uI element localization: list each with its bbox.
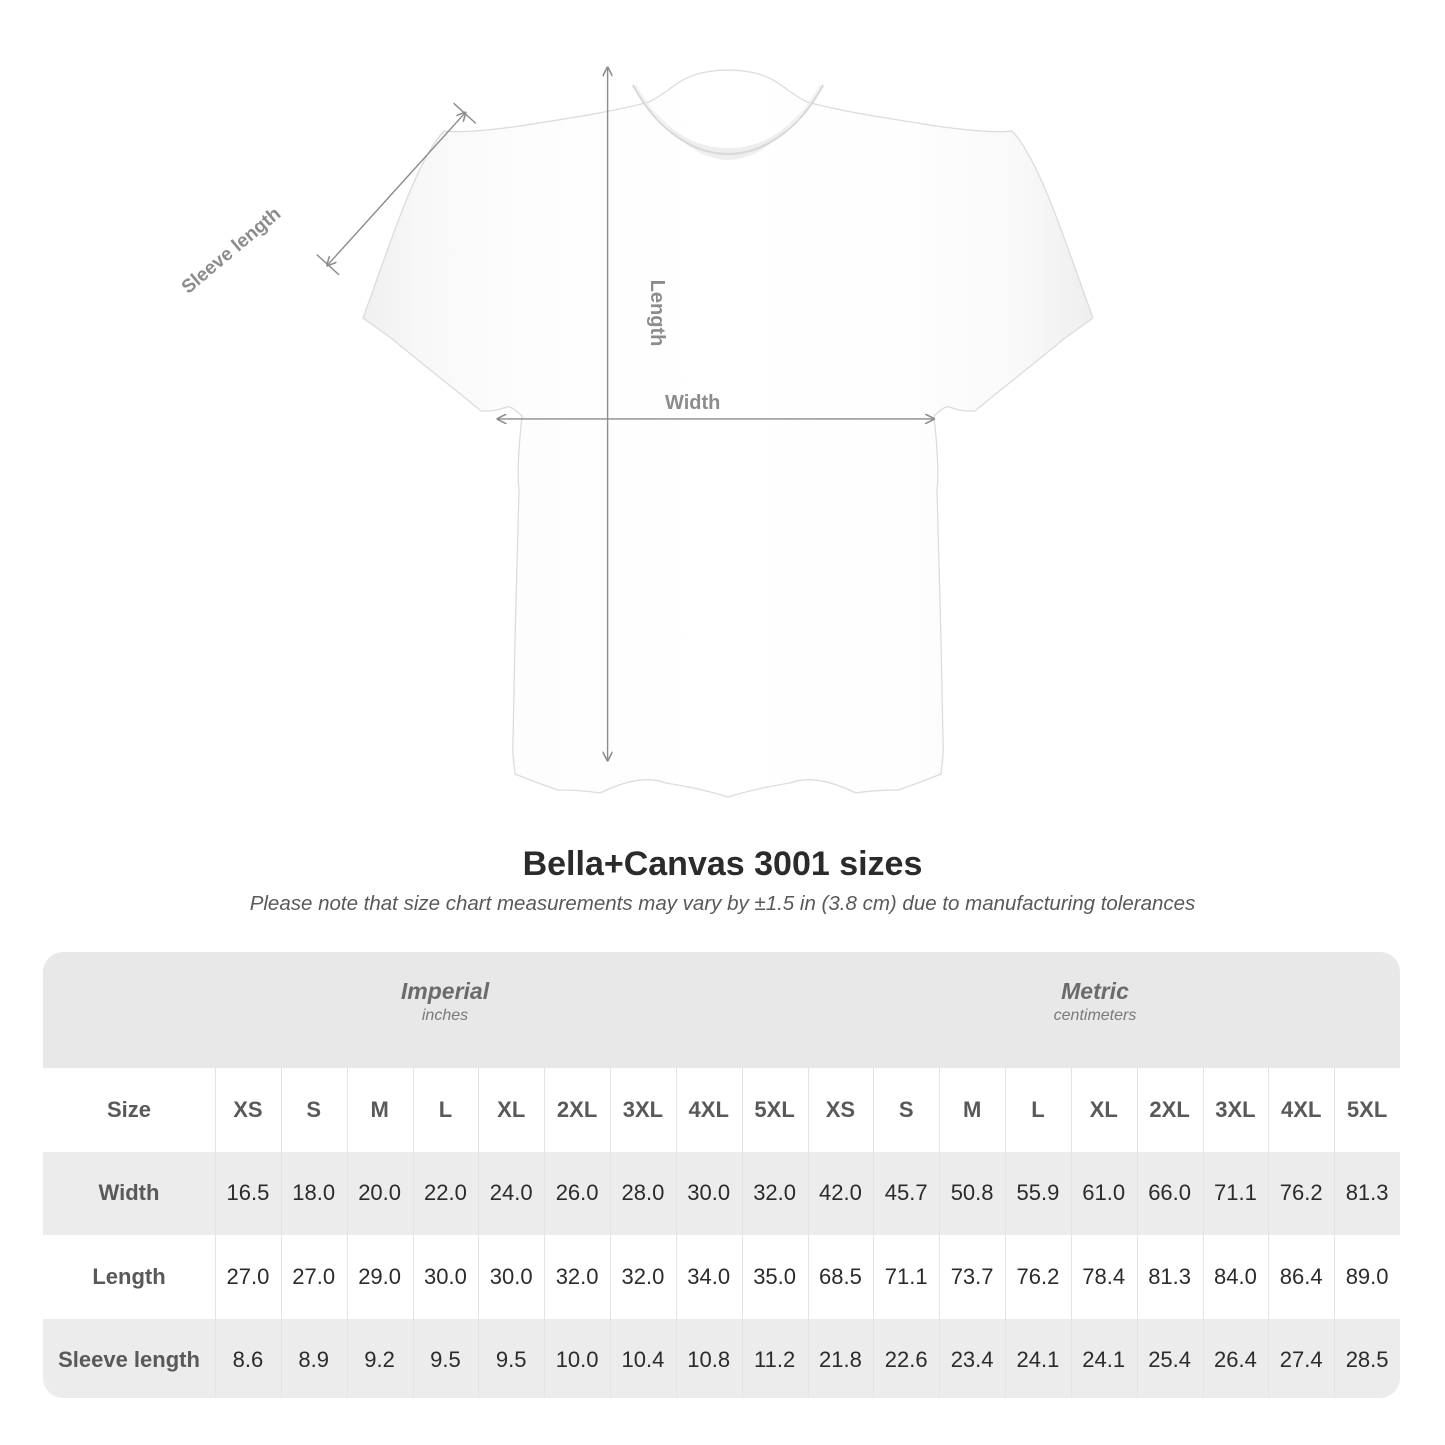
svg-text:Length: Length xyxy=(646,280,668,347)
svg-text:Sleeve length: Sleeve length xyxy=(178,203,285,298)
svg-text:Width: Width xyxy=(665,392,720,414)
